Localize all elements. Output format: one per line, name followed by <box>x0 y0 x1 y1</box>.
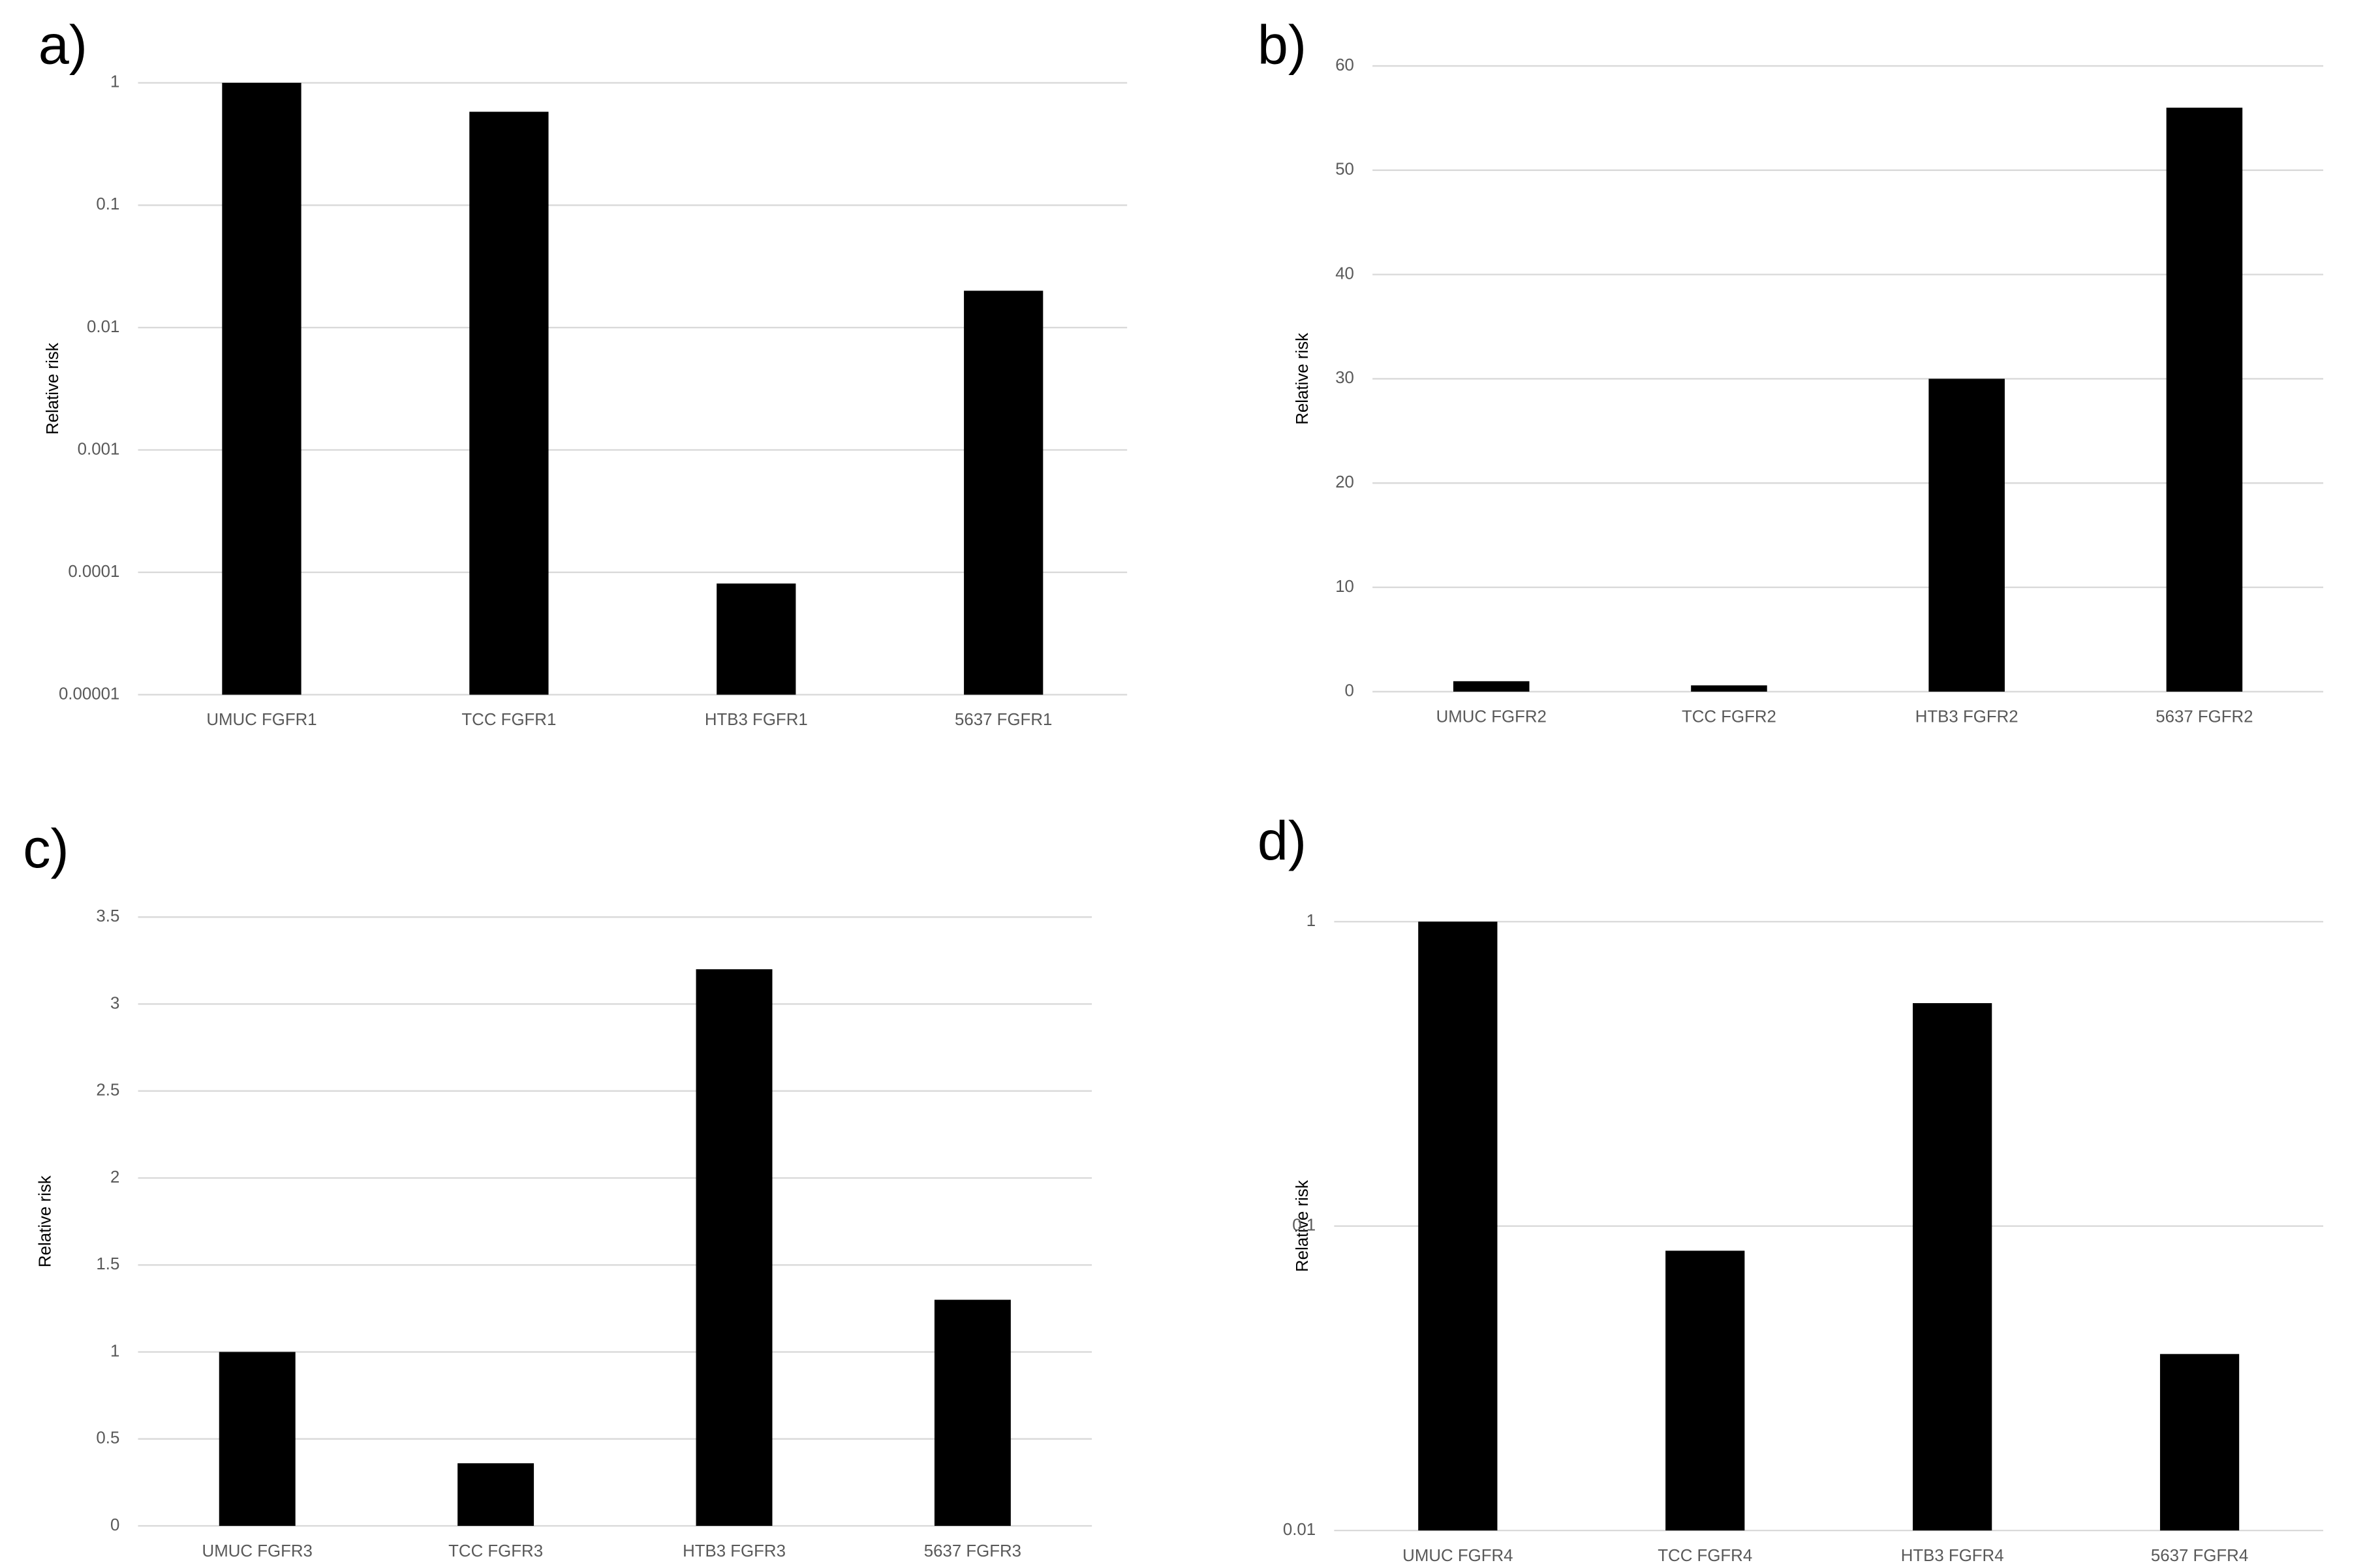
y-tick-label: 20 <box>1335 473 1354 491</box>
y-tick-label: 0.00001 <box>59 685 119 703</box>
y-tick-label: 0.001 <box>78 440 120 458</box>
y-tick-label: 3 <box>110 994 119 1012</box>
y-tick-label: 1 <box>110 1342 119 1360</box>
x-tick-label: HTB3 FGFR1 <box>705 711 808 729</box>
x-tick-label: TCC FGFR4 <box>1658 1547 1752 1565</box>
x-tick-label: 5637 FGFR1 <box>955 711 1052 729</box>
x-tick-label: TCC FGFR3 <box>448 1542 543 1560</box>
bar <box>1418 922 1498 1531</box>
bar <box>2159 1354 2240 1531</box>
bar <box>222 82 301 695</box>
bar <box>964 290 1043 695</box>
y-tick-label: 0.01 <box>1283 1521 1316 1539</box>
x-tick-label: TCC FGFR2 <box>1682 708 1776 726</box>
x-tick-label: HTB3 FGFR3 <box>683 1542 786 1560</box>
panel-label: d) <box>1258 809 1306 871</box>
bar <box>457 1463 534 1526</box>
y-tick-label: 3.5 <box>96 907 119 925</box>
y-tick-label: 0 <box>1345 682 1354 700</box>
bar <box>934 1299 1011 1526</box>
y-tick-label: 2.5 <box>96 1081 119 1100</box>
bar <box>717 583 796 695</box>
bar <box>219 1352 296 1526</box>
y-tick-label: 50 <box>1335 161 1354 179</box>
y-tick-label: 1 <box>1306 912 1316 930</box>
bar <box>1928 379 2005 692</box>
x-tick-label: UMUC FGFR2 <box>1436 708 1547 726</box>
x-tick-label: 5637 FGFR3 <box>924 1542 1021 1560</box>
x-tick-label: UMUC FGFR1 <box>206 711 317 729</box>
y-tick-label: 1 <box>110 73 119 91</box>
y-tick-label: 1.5 <box>96 1255 119 1273</box>
panel-label: a) <box>39 14 87 76</box>
y-tick-label: 0.1 <box>96 195 119 213</box>
y-axis-label: Relative risk <box>1293 1180 1312 1272</box>
y-tick-label: 40 <box>1335 264 1354 283</box>
panel-label: b) <box>1258 14 1306 76</box>
y-tick-label: 0 <box>110 1516 119 1534</box>
x-tick-label: 5637 FGFR2 <box>2156 708 2253 726</box>
y-tick-label: 2 <box>110 1168 119 1186</box>
bar <box>2166 107 2243 692</box>
panel-label: c) <box>23 817 69 879</box>
bar <box>1453 681 1530 692</box>
bar <box>1691 685 1767 692</box>
y-tick-label: 10 <box>1335 578 1354 596</box>
x-tick-label: UMUC FGFR4 <box>1402 1547 1513 1565</box>
x-tick-label: TCC FGFR1 <box>461 711 556 729</box>
x-tick-label: HTB3 FGFR2 <box>1915 708 2018 726</box>
y-axis-label: Relative risk <box>44 343 62 435</box>
bar <box>696 969 773 1526</box>
y-tick-label: 0.1 <box>1292 1216 1316 1235</box>
y-tick-label: 30 <box>1335 369 1354 387</box>
y-tick-label: 0.5 <box>96 1429 119 1448</box>
bar <box>1913 1003 1992 1531</box>
x-tick-label: UMUC FGFR3 <box>202 1542 313 1560</box>
y-tick-label: 60 <box>1335 56 1354 74</box>
y-tick-label: 0.0001 <box>68 563 119 581</box>
x-tick-label: HTB3 FGFR4 <box>1901 1547 2004 1565</box>
y-tick-label: 0.01 <box>87 318 119 336</box>
bar <box>1665 1250 1745 1531</box>
y-axis-label: Relative risk <box>36 1175 54 1267</box>
bar <box>469 112 549 695</box>
x-tick-label: 5637 FGFR4 <box>2151 1547 2248 1565</box>
y-axis-label: Relative risk <box>1293 333 1312 425</box>
